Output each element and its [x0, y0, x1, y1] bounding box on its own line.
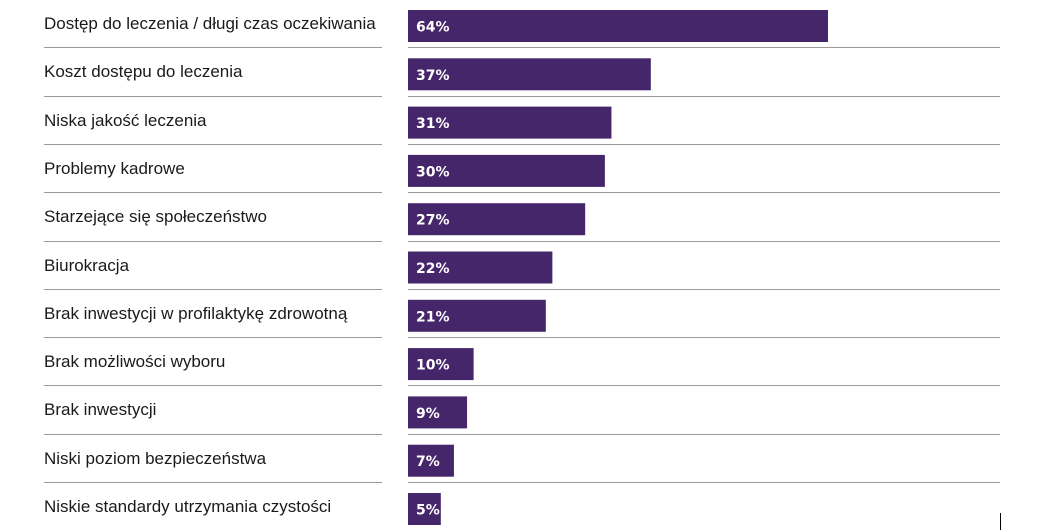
category-label: Biurokracja [44, 255, 130, 275]
bar-value-label: 5% [416, 503, 440, 519]
category-label: Brak inwestycji [44, 400, 157, 420]
category-label: Niskie standardy utrzymania czystości [44, 497, 332, 516]
bar [408, 154, 605, 187]
bar-value-label: 31% [416, 116, 450, 132]
bar [408, 396, 468, 429]
bar [408, 444, 454, 477]
category-label: Niska jakość leczenia [44, 110, 207, 130]
bar [408, 106, 612, 139]
bar-value-label: 64% [416, 20, 450, 36]
bar [408, 10, 828, 42]
category-label: Koszt dostępu do leczenia [44, 62, 243, 82]
bar [408, 348, 474, 381]
bar-value-label: 7% [416, 454, 440, 470]
bar-value-label: 22% [416, 261, 450, 277]
bar-value-label: 10% [416, 358, 450, 374]
bar [408, 251, 553, 284]
category-label: Niski poziom bezpieczeństwa [44, 448, 267, 468]
category-label: Starzejące się społeczeństwo [44, 207, 268, 227]
bar [408, 493, 441, 525]
bar [408, 203, 586, 236]
category-label: Brak możliwości wyboru [44, 352, 226, 372]
category-label: Problemy kadrowe [44, 158, 185, 178]
axis-tick-mark [1000, 513, 1001, 530]
category-label: Brak inwestycji w profilaktykę zdrowotną [44, 303, 348, 323]
bar-value-label: 37% [416, 68, 450, 84]
bar [408, 58, 651, 91]
bar-value-label: 30% [416, 164, 450, 180]
bar-value-label: 9% [416, 406, 440, 422]
bar [408, 299, 546, 332]
bar-value-label: 21% [416, 309, 450, 325]
bar-value-label: 27% [416, 213, 450, 229]
category-label: Dostęp do leczenia / długi czas oczekiwa… [44, 14, 376, 33]
